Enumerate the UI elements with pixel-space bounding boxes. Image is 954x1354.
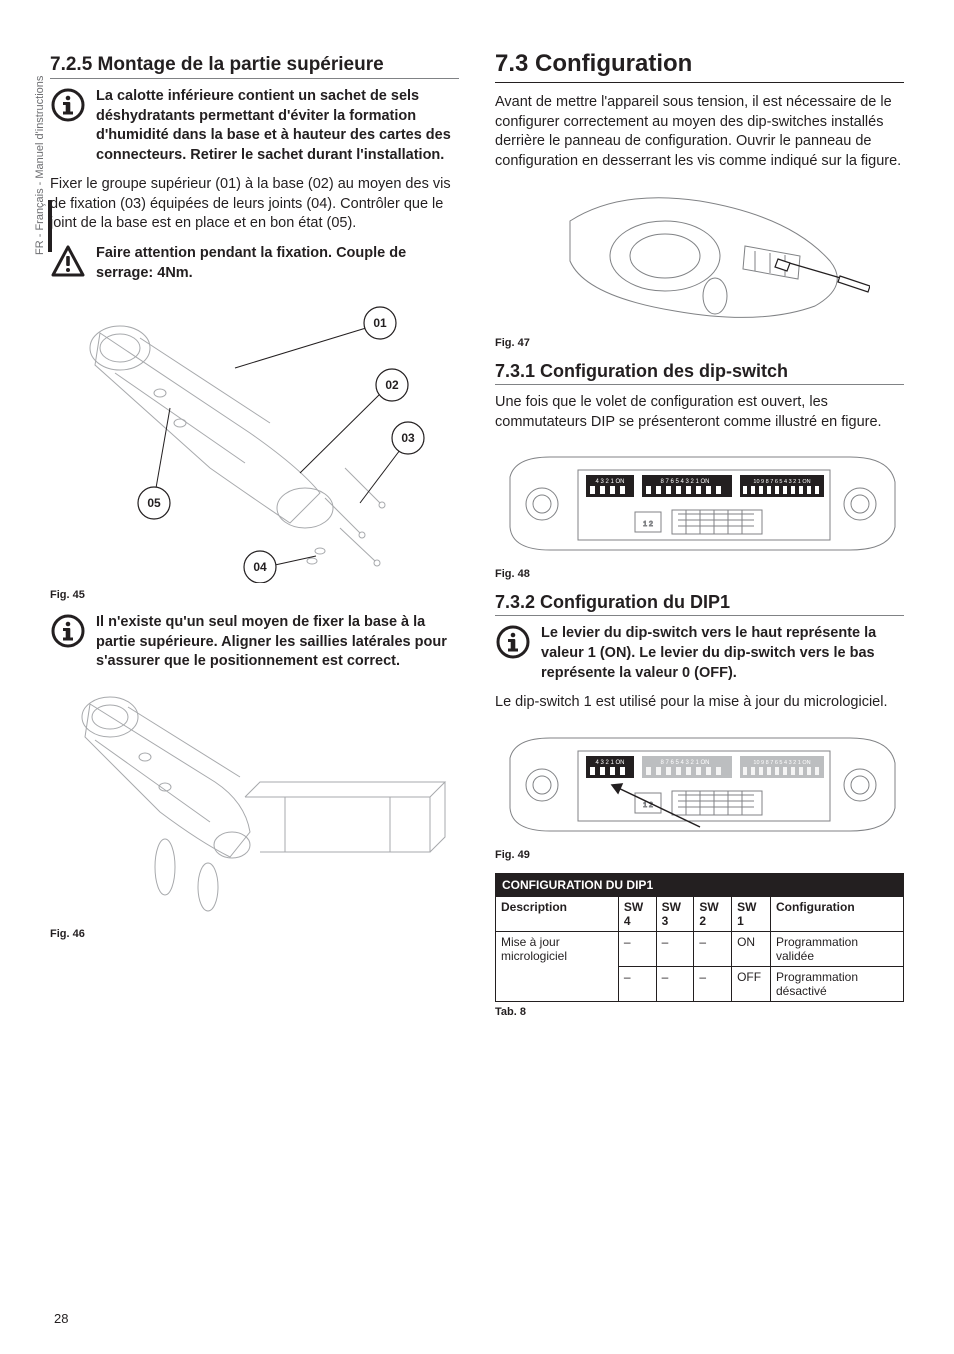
rule (495, 384, 904, 385)
svg-text:10 9 8 7 6 5 4 3 2 1 ON: 10 9 8 7 6 5 4 3 2 1 ON (753, 479, 810, 485)
warning-note: Faire attention pendant la fixation. Cou… (50, 244, 459, 283)
heading-7-3-1: 7.3.1 Configuration des dip-switch (495, 361, 904, 382)
svg-text:1 2: 1 2 (643, 521, 653, 528)
fig-46 (50, 682, 459, 922)
paragraph-dip1: Le dip-switch 1 est utilisé pour la mise… (495, 693, 904, 713)
fig-49-caption: Fig. 49 (495, 849, 904, 861)
info-icon (50, 87, 86, 123)
table-title: CONFIGURATION DU DIP1 (496, 873, 904, 896)
paragraph-config: Avant de mettre l'appareil sous tension,… (495, 93, 904, 171)
right-column: 7.3 Configuration Avant de mettre l'appa… (495, 50, 904, 1018)
th-sw4: SW 4 (618, 896, 656, 931)
td: Mise à jour micrologiciel (496, 931, 619, 1001)
svg-text:4 3 2 1 ON: 4 3 2 1 ON (595, 479, 624, 485)
page-number: 28 (54, 1311, 68, 1326)
td: – (618, 966, 656, 1001)
info-note-dip-text: Le levier du dip-switch vers le haut rep… (541, 624, 904, 683)
fig-45: 01 02 03 04 05 (50, 293, 459, 583)
heading-7-3-2: 7.3.2 Configuration du DIP1 (495, 592, 904, 613)
paragraph-dip: Une fois que le volet de configuration e… (495, 393, 904, 432)
info-icon (50, 613, 86, 649)
sidebar-language: FR - Français - Manuel d'instructions (34, 76, 46, 255)
rule (50, 78, 459, 79)
heading-7-2-5: 7.2.5 Montage de la partie supérieure (50, 54, 459, 76)
fig-48-caption: Fig. 48 (495, 568, 904, 580)
info-note-2-text: Il n'existe qu'un seul moyen de fixer la… (96, 613, 459, 672)
fig-49: 4 3 2 1 ON 8 7 6 5 4 3 2 1 ON 10 9 8 7 6… (495, 723, 904, 843)
th-sw2: SW 2 (694, 896, 732, 931)
td: Programmation désactivé (771, 966, 904, 1001)
th-sw1: SW 1 (732, 896, 771, 931)
fig-47 (495, 181, 904, 331)
callout-02: 02 (385, 378, 399, 392)
td: ON (732, 931, 771, 966)
svg-text:10 9 8 7 6 5 4 3 2 1 ON: 10 9 8 7 6 5 4 3 2 1 ON (753, 760, 810, 766)
td: – (618, 931, 656, 966)
info-note-dip: Le levier du dip-switch vers le haut rep… (495, 624, 904, 683)
table-row: Mise à jour micrologiciel – – – ON Progr… (496, 931, 904, 966)
left-column: 7.2.5 Montage de la partie supérieure La… (50, 50, 459, 1018)
info-note-1: La calotte inférieure contient un sachet… (50, 87, 459, 165)
fig-46-caption: Fig. 46 (50, 928, 459, 940)
svg-text:8 7 6 5 4 3 2 1 ON: 8 7 6 5 4 3 2 1 ON (660, 760, 709, 766)
callout-04: 04 (253, 560, 267, 574)
rule (495, 82, 904, 83)
config-table: CONFIGURATION DU DIP1 Description SW 4 S… (495, 873, 904, 1002)
info-note-2: Il n'existe qu'un seul moyen de fixer la… (50, 613, 459, 672)
td: Programmation validée (771, 931, 904, 966)
sidebar-bar (48, 200, 52, 252)
warning-icon (50, 244, 86, 280)
info-icon (495, 624, 531, 660)
fig-47-caption: Fig. 47 (495, 337, 904, 349)
svg-text:8 7 6 5 4 3 2 1 ON: 8 7 6 5 4 3 2 1 ON (660, 479, 709, 485)
fig-45-caption: Fig. 45 (50, 589, 459, 601)
heading-7-3: 7.3 Configuration (495, 50, 904, 78)
fig-48: 4 3 2 1 ON 8 7 6 5 4 3 2 1 ON 10 9 8 7 6… (495, 442, 904, 562)
info-note-1-text: La calotte inférieure contient un sachet… (96, 87, 459, 165)
rule (495, 615, 904, 616)
th-conf: Configuration (771, 896, 904, 931)
td: OFF (732, 966, 771, 1001)
td: – (694, 966, 732, 1001)
th-sw3: SW 3 (656, 896, 694, 931)
svg-text:4 3 2 1 ON: 4 3 2 1 ON (595, 760, 624, 766)
warning-note-text: Faire attention pendant la fixation. Cou… (96, 244, 459, 283)
tab-8-caption: Tab. 8 (495, 1006, 904, 1018)
callout-03: 03 (401, 431, 415, 445)
td: – (656, 966, 694, 1001)
callout-05: 05 (147, 496, 161, 510)
th-desc: Description (496, 896, 619, 931)
paragraph-fixer: Fixer le groupe supérieur (01) à la base… (50, 175, 459, 234)
td: – (656, 931, 694, 966)
callout-01: 01 (373, 316, 387, 330)
td: – (694, 931, 732, 966)
